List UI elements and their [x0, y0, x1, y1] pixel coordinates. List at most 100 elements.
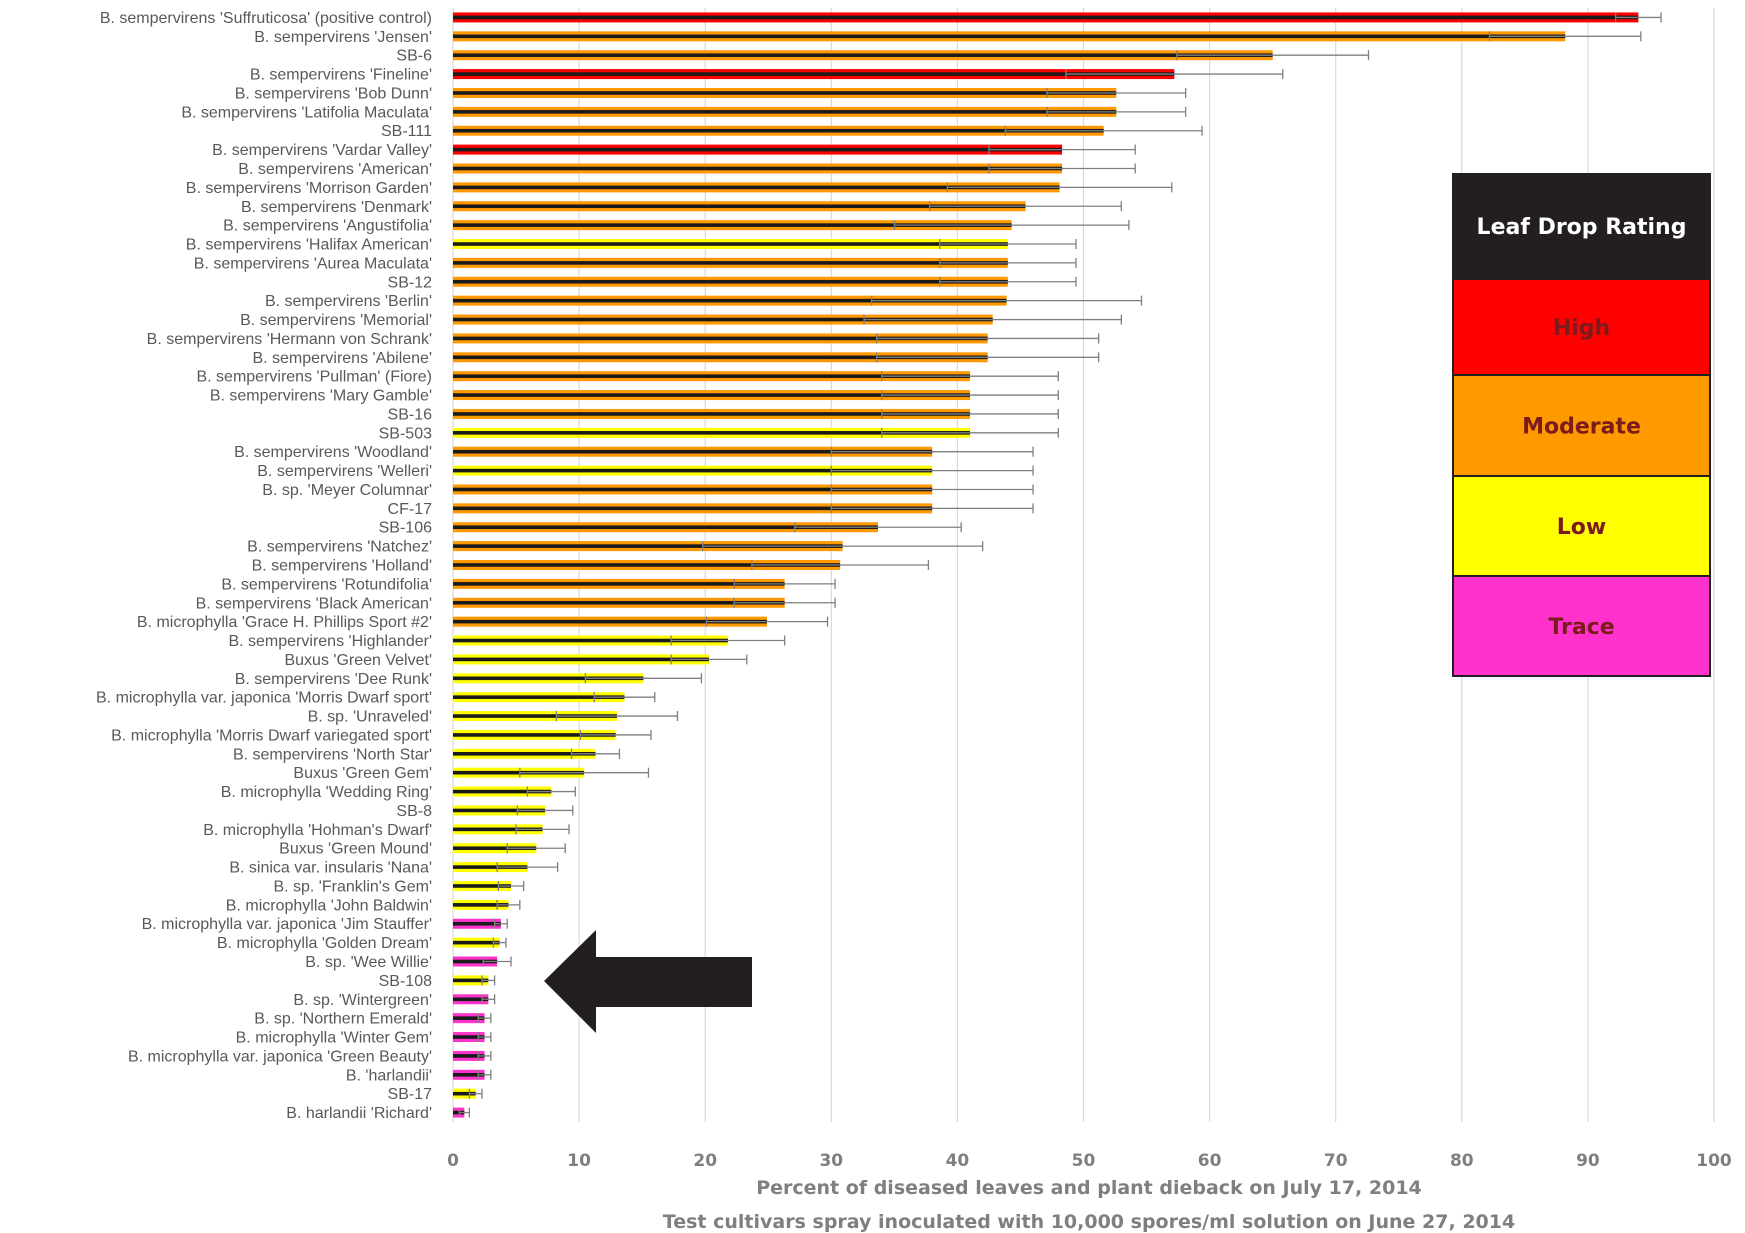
- bar-core: [453, 15, 1639, 20]
- x-tick-label: 100: [1696, 1151, 1732, 1171]
- legend-label: Trace: [1548, 615, 1614, 640]
- category-label: B. sempervirens 'Natchez': [247, 539, 432, 556]
- category-label: SB-503: [379, 425, 432, 442]
- category-label: B. sempervirens 'Black American': [196, 595, 432, 612]
- category-label: B. sempervirens 'Angustifolia': [223, 218, 432, 235]
- error-bars: [458, 12, 1662, 1118]
- category-label: SB-106: [379, 520, 432, 537]
- category-label: B. sempervirens 'Morrison Garden': [186, 180, 432, 197]
- x-tick-labels: 0 10 20 30 40 50 60 70 80 90 100: [447, 1151, 1732, 1171]
- x-tick-label: 20: [693, 1151, 717, 1171]
- bar-core: [453, 940, 500, 945]
- bar-core: [453, 317, 993, 322]
- x-tick-label: 80: [1450, 1151, 1474, 1171]
- bar-core: [453, 1016, 485, 1020]
- category-label: B. sp. 'Wintergreen': [293, 992, 432, 1009]
- x-axis-subtitle: Test cultivars spray inoculated with 10,…: [663, 1211, 1515, 1233]
- category-label: B. harlandii 'Richard': [286, 1105, 432, 1122]
- bar-core: [453, 770, 585, 775]
- bar-core: [453, 412, 971, 416]
- category-label: B. sempervirens 'Holland': [252, 558, 432, 575]
- x-axis-title: Percent of diseased leaves and plant die…: [756, 1177, 1422, 1199]
- category-label: B. sp. 'Meyer Columnar': [262, 482, 432, 499]
- legend-title: Leaf Drop Rating: [1477, 215, 1687, 240]
- bar-core: [453, 261, 1008, 265]
- bar-core: [453, 185, 1060, 190]
- category-label: B. sempervirens 'Rotundifolia': [221, 576, 432, 593]
- bar-core: [453, 298, 1007, 303]
- legend-label: Moderate: [1522, 415, 1641, 440]
- x-tick-label: 60: [1198, 1151, 1222, 1171]
- bar-core: [453, 903, 509, 907]
- category-label: B. microphylla 'Golden Dream': [217, 935, 432, 952]
- legend: Leaf Drop Rating High Moderate Low Trace: [1452, 173, 1711, 677]
- category-label: Buxus 'Green Mound': [279, 841, 432, 858]
- category-label: B. sp. 'Franklin's Gem': [273, 878, 432, 895]
- category-label: B. sempervirens 'Halifax American': [186, 237, 432, 254]
- bar-core: [453, 53, 1273, 58]
- category-label: B. sempervirens 'Welleri': [257, 463, 432, 480]
- bar-core: [453, 638, 728, 643]
- bar-core: [453, 884, 512, 888]
- bar-core: [453, 676, 644, 681]
- legend-title-box: [1452, 173, 1711, 279]
- bar-core: [453, 166, 1063, 171]
- category-label: B. sempervirens 'Denmark': [241, 199, 432, 216]
- bar-core: [453, 449, 933, 454]
- legend-swatch: [1452, 575, 1711, 677]
- bar-core: [453, 1054, 485, 1058]
- legend-swatch: [1452, 278, 1711, 376]
- bar-core: [453, 91, 1117, 95]
- bar-core: [453, 1072, 485, 1077]
- bars: [453, 12, 1639, 1118]
- bar-core: [453, 242, 1008, 246]
- arrow-annotation: [544, 930, 752, 1033]
- category-label: B. sempervirens 'Jensen': [254, 29, 432, 46]
- category-label: B. sp. 'Unraveled': [308, 709, 432, 726]
- category-label: SB-8: [396, 803, 432, 820]
- category-label: B. sempervirens 'Highlander': [228, 633, 432, 650]
- bar-core: [453, 147, 1063, 152]
- category-label: SB-111: [381, 123, 432, 140]
- category-label: B. sempervirens 'Berlin': [265, 293, 432, 310]
- bar-core: [453, 468, 933, 473]
- category-label: B. sempervirens 'Hermann von Schrank': [147, 331, 432, 348]
- category-label: B. microphylla 'Morris Dwarf variegated …: [111, 727, 432, 744]
- x-tick-label: 50: [1072, 1151, 1096, 1171]
- x-tick-label: 70: [1324, 1151, 1348, 1171]
- bar-core: [453, 714, 617, 718]
- bar-core: [453, 1035, 485, 1039]
- category-label: B. sempervirens 'Abilene': [252, 350, 432, 367]
- category-label: Buxus 'Green Velvet': [284, 652, 432, 669]
- legend-label: Low: [1557, 515, 1606, 540]
- category-label: B. sempervirens 'Suffruticosa' (positive…: [100, 10, 432, 27]
- category-label: SB-16: [388, 406, 433, 423]
- x-tick-label: 0: [447, 1151, 459, 1171]
- x-tick-label: 10: [567, 1151, 591, 1171]
- bar-core: [453, 374, 971, 378]
- category-label: SB-6: [396, 48, 432, 65]
- category-label: B. microphylla 'Hohman's Dwarf': [203, 822, 432, 839]
- bar-core: [453, 959, 498, 964]
- bar-core: [453, 921, 501, 926]
- bar-core: [453, 355, 988, 360]
- category-label: B. sempervirens 'North Star': [233, 746, 432, 763]
- bar-core: [453, 1091, 476, 1096]
- legend-swatch: [1452, 374, 1711, 477]
- category-label: B. sempervirens 'Bob Dunn': [235, 85, 432, 102]
- category-label: B. microphylla var. japonica 'Jim Stauff…: [142, 916, 432, 933]
- x-tick-label: 40: [946, 1151, 970, 1171]
- bar-core: [453, 695, 625, 699]
- category-label: B. microphylla 'John Baldwin': [226, 897, 432, 914]
- bar-core: [453, 223, 1012, 227]
- category-label: SB-17: [388, 1086, 433, 1103]
- category-label: B. sp. 'Northern Emerald': [254, 1011, 432, 1028]
- category-label: B. sempervirens 'Mary Gamble': [210, 388, 432, 405]
- category-label: B. microphylla 'Winter Gem': [236, 1030, 432, 1047]
- bar-core: [453, 128, 1104, 133]
- bar-core: [453, 997, 489, 1002]
- category-label: B. sempervirens 'American': [238, 161, 432, 178]
- bar-core: [453, 846, 537, 851]
- category-label: B. sempervirens 'Vardar Valley': [212, 142, 432, 159]
